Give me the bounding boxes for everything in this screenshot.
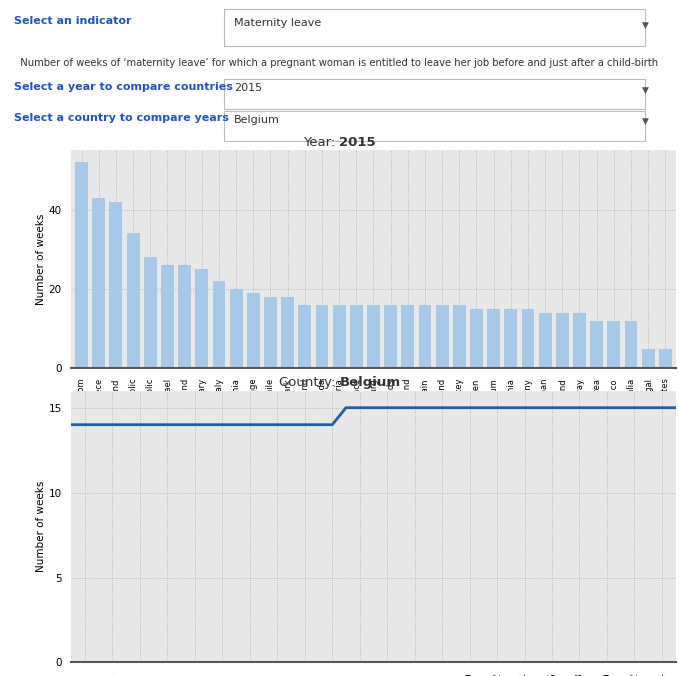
Bar [521,309,534,368]
Bar [350,305,363,368]
Bar [556,313,569,368]
Bar [281,297,294,368]
Text: 2015: 2015 [234,83,262,93]
Bar [607,321,620,368]
Text: ▼: ▼ [642,21,648,30]
Bar [196,269,208,368]
Text: Number of weeks of ‘maternity leave’ for which a pregnant woman is entitled to l: Number of weeks of ‘maternity leave’ for… [14,58,658,68]
Bar [75,162,88,368]
Bar [92,197,105,368]
Bar [333,305,346,368]
Bar [127,233,140,368]
Text: Year:: Year: [303,136,340,149]
Text: Select a year to compare countries: Select a year to compare countries [14,82,232,92]
Bar [384,305,397,368]
Bar [161,265,174,368]
Bar [453,305,466,368]
Bar [642,349,655,368]
Bar [436,305,449,368]
Bar [488,309,500,368]
Bar [298,305,311,368]
Text: Select an indicator: Select an indicator [14,16,131,26]
Bar [367,305,380,368]
FancyBboxPatch shape [224,9,645,46]
Bar [625,321,638,368]
Text: Belgium: Belgium [234,115,280,124]
Bar [590,321,603,368]
Bar [401,305,414,368]
Bar [418,305,431,368]
Y-axis label: Number of weeks: Number of weeks [36,214,45,305]
Bar [144,258,157,368]
Bar [264,297,277,368]
Text: Select a country to compare years: Select a country to compare years [14,114,228,123]
Y-axis label: Number of weeks: Number of weeks [35,481,45,573]
Bar [538,313,551,368]
Bar [178,265,191,368]
Bar [316,305,329,368]
Text: 2015: 2015 [340,136,376,149]
Text: Country:: Country: [279,377,340,389]
Bar [247,293,259,368]
Text: Maternity leave: Maternity leave [234,18,321,28]
Bar [109,201,122,368]
Bar [213,281,225,368]
Bar [504,309,517,368]
Text: ▼: ▼ [642,86,648,95]
Bar [659,349,672,368]
Bar [573,313,586,368]
Text: Belgium: Belgium [340,377,401,389]
Bar [230,289,242,368]
Bar [470,309,483,368]
Text: ▼: ▼ [642,118,648,126]
FancyBboxPatch shape [224,79,645,110]
FancyBboxPatch shape [224,111,645,141]
